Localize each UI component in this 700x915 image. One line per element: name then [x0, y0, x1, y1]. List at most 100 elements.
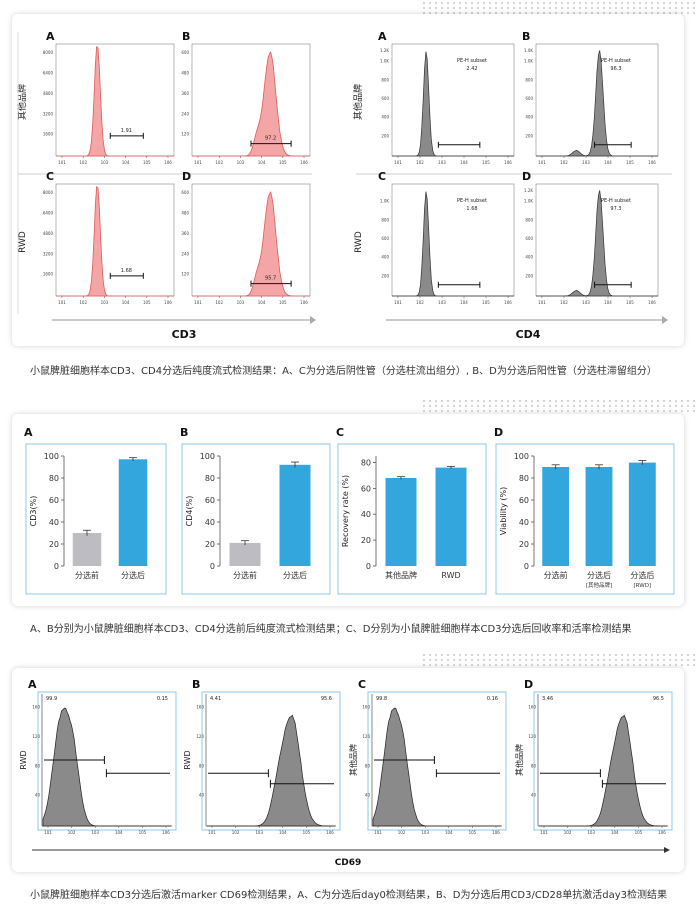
dot [633, 659, 635, 661]
dot [477, 12, 479, 14]
x-tick-label: 104 [604, 300, 612, 305]
dot [471, 2, 473, 4]
y-tick-label: 120 [528, 734, 536, 739]
category-label: 分选后 [283, 570, 307, 580]
dot [429, 2, 431, 4]
dot [489, 400, 491, 402]
y-tick-label: 400 [525, 255, 533, 260]
subset-label: PE-H subset [601, 198, 631, 204]
x-tick-label: 103 [582, 300, 590, 305]
dot [459, 405, 461, 407]
dot [513, 2, 515, 4]
dot [663, 400, 665, 402]
dot [537, 7, 539, 9]
dot [549, 400, 551, 402]
dot [567, 400, 569, 402]
dot [675, 410, 677, 412]
x-tick-label: 102 [560, 160, 568, 165]
y-tick-label: 80 [205, 474, 215, 483]
dot [429, 410, 431, 412]
x-tick-label: 101 [208, 830, 216, 835]
dot [531, 2, 533, 4]
dot [681, 12, 683, 14]
dot [543, 12, 545, 14]
cd4-histogram-A: A 200 400 600 800 1.0K 1.2K 101 102 103 104 105 106 P… [378, 30, 515, 165]
decorative-dots-top [423, 2, 695, 14]
dot [609, 400, 611, 402]
x-tick-label: 104 [445, 830, 453, 835]
histogram-fill [392, 191, 514, 297]
dot [591, 654, 593, 656]
histogram-fill [192, 50, 310, 157]
dot [477, 405, 479, 407]
dot [669, 12, 671, 14]
dot [591, 12, 593, 14]
cd3-histogram-D: D 120 240 360 480 600 101 102 103 104 105 106 95.7 [181, 170, 311, 305]
dot [525, 410, 527, 412]
dot [555, 405, 557, 407]
y-tick-label: 200 [525, 133, 533, 138]
dot [459, 7, 461, 9]
dot [669, 7, 671, 9]
dot [579, 12, 581, 14]
dot [663, 654, 665, 656]
bar [585, 467, 613, 566]
cd4-histogram-C: C 200 400 600 800 1.0K 101 102 103 104 105 106 PE-H … [378, 170, 515, 305]
dot [615, 664, 617, 666]
bar [542, 467, 570, 566]
dot [645, 664, 647, 666]
dot [519, 654, 521, 656]
panel-letter: C [378, 170, 386, 183]
dot [561, 400, 563, 402]
dot [579, 664, 581, 666]
dot [423, 12, 425, 14]
subset-value: 2.42 [466, 66, 477, 72]
dot [555, 654, 557, 656]
dot [471, 410, 473, 412]
dot [465, 659, 467, 661]
dot [579, 410, 581, 412]
x-tick-label: 103 [237, 160, 245, 165]
x-tick-label: 102 [416, 300, 424, 305]
x-tick-label: 103 [438, 300, 446, 305]
x-tick-label: 101 [394, 160, 402, 165]
x-tick-label: 102 [215, 300, 223, 305]
subcategory-label: [RWD] [634, 583, 652, 589]
dot [687, 405, 689, 407]
dot [423, 410, 425, 412]
y-tick-label: 200 [381, 133, 389, 138]
cd69-activation-panel: A RWD 40 80 120 160 101 102 103 104 105 106 99.9 0.15… [12, 668, 684, 872]
dot [579, 654, 581, 656]
dot [669, 2, 671, 4]
dot [663, 7, 665, 9]
y-tick-label: 160 [32, 705, 40, 710]
x-tick-label: 103 [255, 830, 263, 835]
dot [459, 400, 461, 402]
x-tick-label: 102 [564, 830, 572, 835]
section2-caption: A、B分别为小鼠脾脏细胞样本CD3、CD4分选前后纯度流式检测结果；C、D分别为… [30, 624, 632, 635]
dot [429, 12, 431, 14]
dot [495, 659, 497, 661]
dot [501, 664, 503, 666]
y-tick-label: 120 [32, 734, 40, 739]
dot [483, 659, 485, 661]
dot [489, 12, 491, 14]
histogram-fill [392, 51, 514, 157]
dot [537, 400, 539, 402]
dot [663, 12, 665, 14]
y-tick-label: 100 [44, 452, 59, 461]
y-tick-label: 6400 [43, 71, 54, 76]
dot [639, 405, 641, 407]
dot [603, 659, 605, 661]
dot [591, 664, 593, 666]
y-tick-label: 1.0K [524, 59, 533, 64]
dot [453, 2, 455, 4]
y-tick-label: 400 [381, 115, 389, 120]
y-tick-label: 40 [531, 793, 537, 798]
dot [435, 12, 437, 14]
dot [453, 659, 455, 661]
dot [567, 664, 569, 666]
y-tick-label: 800 [381, 77, 389, 82]
dot [627, 664, 629, 666]
dot [441, 12, 443, 14]
